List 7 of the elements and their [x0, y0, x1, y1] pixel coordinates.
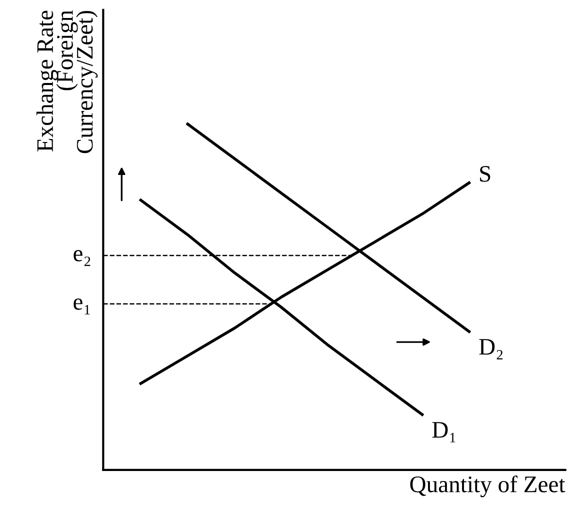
ref-line-label: e₂: [74, 250, 90, 266]
series-label: S: [480, 166, 490, 182]
y-axis-title: Exchange Rate (Foreign Currency/Zeet): [36, 10, 98, 154]
ref-line-label: e₁: [74, 298, 90, 314]
x-axis-title: Quantity of Zeet: [410, 476, 566, 498]
series-label: D₁: [432, 422, 456, 442]
legend-label: D₂: [479, 339, 503, 360]
